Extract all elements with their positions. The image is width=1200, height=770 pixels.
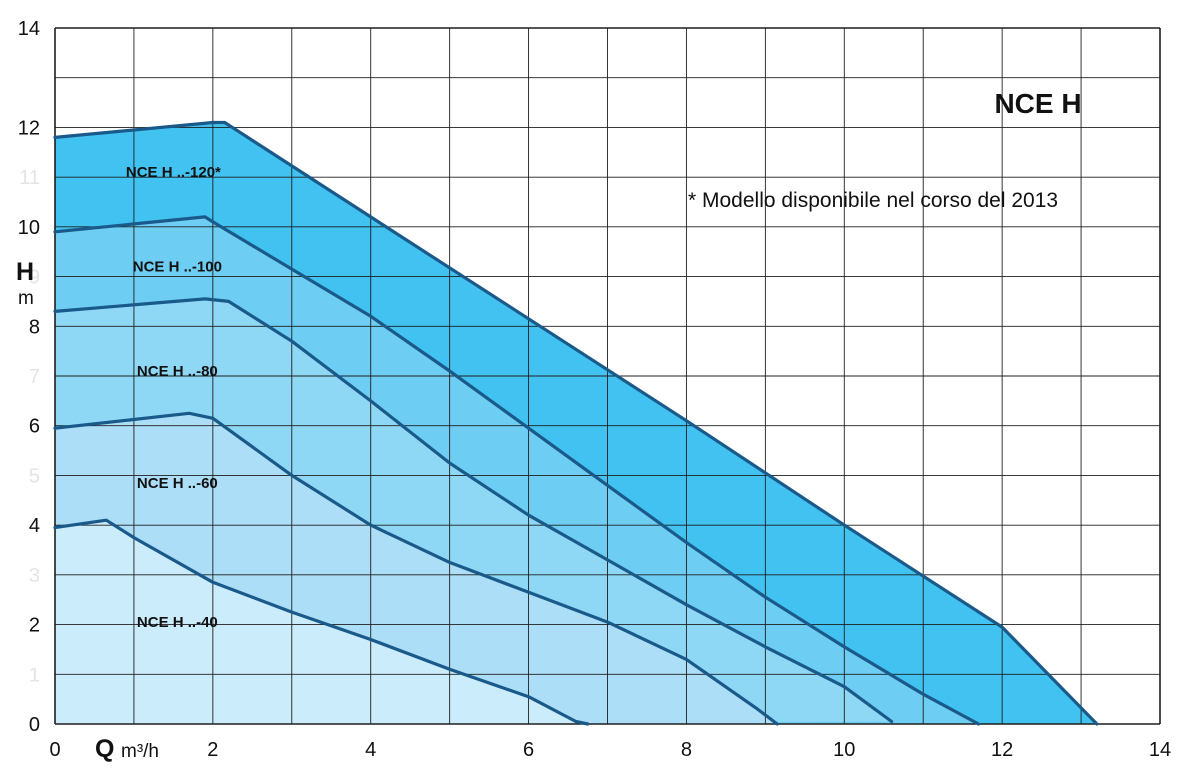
x-tick-label: 8	[681, 739, 692, 761]
y-tick-label: 5	[29, 465, 40, 487]
x-axis-unit: m³/h	[121, 741, 159, 762]
y-tick-label: 10	[18, 217, 40, 239]
chart-grid	[54, 27, 1161, 725]
y-axis-symbol: H	[16, 258, 34, 286]
y-tick-label: 7	[29, 366, 40, 388]
y-tick-label: 9	[29, 267, 40, 289]
curve-areas	[55, 122, 1097, 724]
x-tick-label: 0	[49, 739, 60, 761]
x-tick-label: 14	[1149, 739, 1171, 761]
y-tick-label: 8	[29, 316, 40, 338]
curve-line-2	[53, 215, 981, 726]
curve-label-2: NCE H ..-100	[133, 259, 222, 276]
curve-line-5	[53, 518, 590, 726]
y-tick-label: 12	[18, 117, 40, 139]
curve-line-4	[53, 411, 779, 726]
x-tick-label: 2	[207, 739, 218, 761]
y-tick-label: 4	[29, 515, 40, 537]
curve-lines	[53, 120, 1099, 726]
curve-label-3: NCE H ..-80	[137, 363, 218, 380]
y-tick-label: 3	[29, 565, 40, 587]
curve-area-5	[55, 520, 588, 724]
curve-line-1	[53, 120, 1099, 726]
x-tick-label: 6	[523, 739, 534, 761]
availability-note: * Modello disponibile nel corso del 2013	[688, 189, 1058, 212]
curve-line-3	[53, 297, 894, 724]
x-axis-ticks: 0 2 4 6 8 10 12 14	[49, 739, 1171, 761]
x-tick-label: 12	[991, 739, 1013, 761]
y-tick-label: 14	[18, 18, 40, 40]
x-tick-label: 4	[365, 739, 376, 761]
y-tick-label: 0	[29, 714, 40, 736]
chart-title: NCE H	[994, 88, 1081, 119]
y-axis-unit: m	[18, 288, 34, 309]
y-tick-label: 2	[29, 615, 40, 637]
y-tick-label: 1	[29, 664, 40, 686]
curve-label-4: NCE H ..-60	[137, 475, 218, 492]
x-tick-label: 10	[833, 739, 855, 761]
curve-label-5: NCE H ..-40	[137, 614, 218, 631]
curve-label-1: NCE H ..-120*	[126, 164, 221, 181]
y-tick-label: 6	[29, 416, 40, 438]
curve-labels: NCE H ..-120* NCE H ..-100 NCE H ..-80 NCE …	[126, 164, 222, 631]
x-axis-symbol: Q	[95, 735, 114, 763]
y-tick-label: 11	[19, 167, 40, 189]
